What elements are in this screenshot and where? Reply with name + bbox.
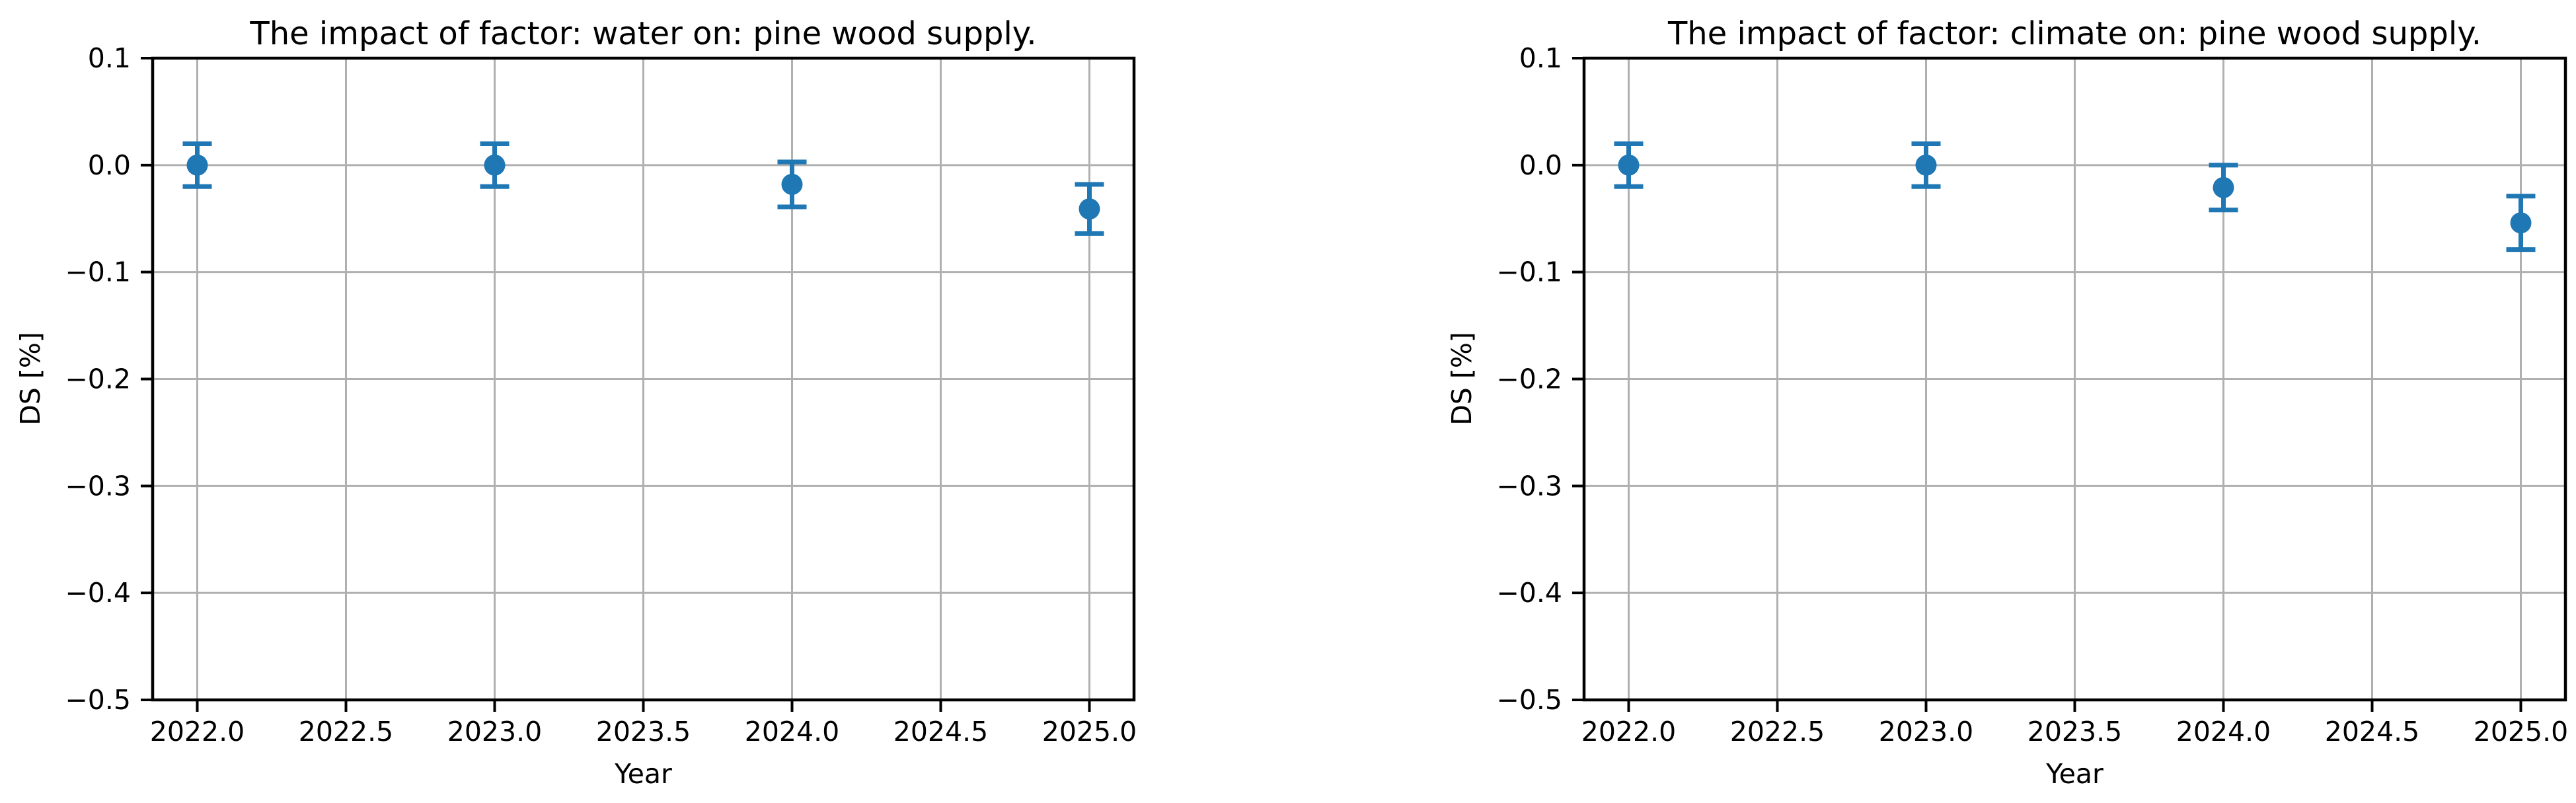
axis-ticks: [141, 57, 1091, 712]
plot-border: [1582, 56, 2567, 702]
data-point: [186, 154, 208, 176]
errorbar-series: [1614, 141, 2536, 252]
y-tick-label: −0.5: [65, 684, 131, 716]
x-axis-label: Year: [614, 758, 672, 790]
y-tick-label: −0.1: [65, 256, 131, 288]
x-tick-label: 2024.5: [893, 716, 988, 747]
y-tick-label: 0.0: [1519, 149, 1562, 181]
data-point: [2510, 212, 2532, 234]
y-tick-label: 0.0: [88, 149, 131, 181]
x-tick-label: 2022.0: [150, 716, 245, 747]
x-tick-label: 2022.0: [1581, 716, 1676, 747]
errorbar-series: [182, 141, 1104, 236]
data-point: [1079, 198, 1100, 220]
tick-labels: 2022.0 2022.5 2023.0 2023.5 2024.0 2024.5 2025…: [1496, 42, 2568, 747]
y-tick-label: −0.4: [1496, 577, 1562, 609]
plot-border: [151, 56, 1136, 702]
y-tick-label: −0.5: [1496, 684, 1562, 716]
x-tick-label: 2025.0: [2474, 716, 2568, 747]
y-tick-label: −0.4: [65, 577, 131, 609]
x-tick-label: 2024.0: [745, 716, 839, 747]
x-axis-label: Year: [2045, 758, 2103, 790]
chart-water: 2022.0 2022.5 2023.0 2023.5 2024.0 2024.5 2025…: [0, 0, 1163, 803]
data-point: [781, 173, 803, 195]
y-tick-label: −0.3: [65, 470, 131, 502]
x-tick-label: 2023.5: [596, 716, 691, 747]
y-tick-label: −0.1: [1496, 256, 1562, 288]
x-tick-label: 2023.5: [2027, 716, 2122, 747]
data-point: [1915, 154, 1937, 176]
x-tick-label: 2023.0: [1879, 716, 1973, 747]
y-axis-label: DS [%]: [1446, 332, 1478, 426]
grid: [153, 57, 1134, 701]
data-point: [2213, 176, 2234, 198]
x-tick-label: 2025.0: [1042, 716, 1137, 747]
data-point: [484, 154, 506, 176]
x-tick-label: 2023.0: [447, 716, 542, 747]
x-tick-label: 2022.5: [299, 716, 393, 747]
y-tick-label: −0.2: [1496, 363, 1562, 395]
climate-chart-canvas: 2022.0 2022.5 2023.0 2023.5 2024.0 2024.5 2025…: [1446, 15, 2568, 790]
data-point: [1618, 154, 1640, 176]
axis-ticks: [1572, 57, 2522, 712]
tick-labels: 2022.0 2022.5 2023.0 2023.5 2024.0 2024.5 2025…: [65, 42, 1137, 747]
x-tick-label: 2022.5: [1730, 716, 1825, 747]
chart-climate: 2022.0 2022.5 2023.0 2023.5 2024.0 2024.5 2025…: [1431, 0, 2576, 803]
y-tick-label: −0.3: [1496, 470, 1562, 502]
grid: [1584, 57, 2565, 701]
y-axis-label: DS [%]: [15, 332, 46, 426]
x-tick-label: 2024.0: [2176, 716, 2271, 747]
y-tick-label: −0.2: [65, 363, 131, 395]
water-chart-canvas: 2022.0 2022.5 2023.0 2023.5 2024.0 2024.5 2025…: [15, 15, 1137, 790]
x-tick-label: 2024.5: [2325, 716, 2419, 747]
chart-title: The impact of factor: climate on: pine w…: [1667, 15, 2481, 52]
y-tick-label: 0.1: [1519, 42, 1562, 74]
chart-title: The impact of factor: water on: pine woo…: [249, 15, 1036, 52]
y-tick-label: 0.1: [88, 42, 131, 74]
